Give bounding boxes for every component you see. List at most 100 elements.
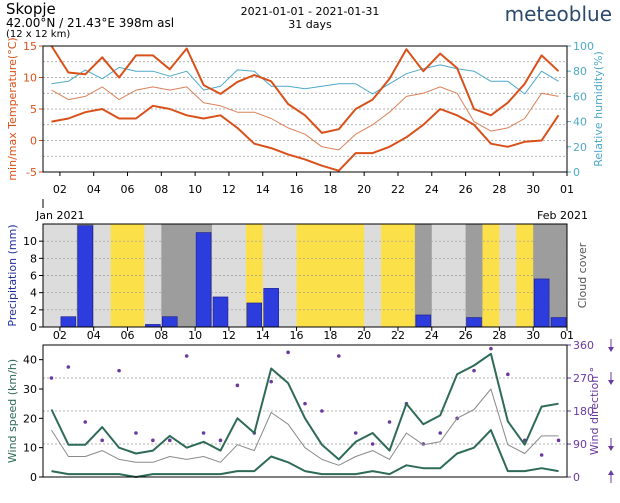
wind-direction-point <box>303 401 307 406</box>
wind-direction-point <box>201 431 206 435</box>
precip-xtick-label: 18 <box>323 329 337 342</box>
wind-direction-point <box>556 438 561 443</box>
temp-xtick-label: 10 <box>188 183 202 196</box>
wind-direction-point <box>100 438 104 443</box>
precip-xtick-label: 14 <box>256 329 270 342</box>
humidity-ytick-label: 0 <box>573 166 580 179</box>
cloud-cover-cell <box>381 224 399 327</box>
wind-direction-point <box>235 383 240 388</box>
temp-xtick-label: 24 <box>425 183 439 196</box>
wind-plot-frame <box>42 344 568 478</box>
wind-direction-point <box>286 350 290 355</box>
humidity-ytick-label: 40 <box>573 116 587 129</box>
precip-xtick-label: 30 <box>526 329 540 342</box>
precip-bar <box>263 288 279 328</box>
wind-direction-point <box>167 438 172 443</box>
location-name: Skopje <box>6 0 56 18</box>
cloud-cover-cell <box>296 224 314 327</box>
wind-direction-arrow-north-head <box>608 470 614 475</box>
wind-direction-point <box>134 431 138 435</box>
humidity-ytick-label: 100 <box>573 40 594 53</box>
precip-xtick-label: 22 <box>391 329 405 342</box>
wind-speed-ytick-label: 30 <box>23 383 37 396</box>
precip-xtick-label: 28 <box>492 329 506 342</box>
date-range: 2021-01-01 - 2021-01-31 <box>240 5 380 18</box>
precip-bar <box>550 317 567 328</box>
cloud-cover-cell <box>161 224 179 327</box>
precip-bar <box>466 317 482 328</box>
wind-direction-point <box>151 438 155 443</box>
wind-direction-arrow-east-head <box>608 446 614 451</box>
temp-xtick-label: 30 <box>526 183 540 196</box>
temp-xtick-label: 12 <box>222 183 236 196</box>
wind-direction-point <box>539 453 544 457</box>
wind-direction-point <box>184 354 189 358</box>
precip-bar <box>162 316 178 328</box>
wind-direction-point <box>117 368 121 373</box>
precip-xtick-label: 20 <box>357 329 371 342</box>
precip-bar <box>60 316 77 328</box>
precip-y-axis-title: Precipitation (mm) <box>6 224 19 326</box>
temp-xtick-label: 04 <box>87 183 101 196</box>
wind-direction-y-axis-title: Wind direction ° <box>588 367 601 455</box>
grid-resolution: (12 x 12 km) <box>6 29 71 40</box>
precip-ytick-label: 0 <box>30 321 37 334</box>
precip-bar <box>77 225 94 328</box>
humidity-ytick-label: 80 <box>573 65 587 78</box>
precip-ytick-label: 4 <box>30 287 37 300</box>
temp-xtick-label: 26 <box>459 183 473 196</box>
wind-speed-y-axis-title: Wind speed (km/h) <box>6 359 19 463</box>
precip-xtick-label: 06 <box>121 329 135 342</box>
humidity-ytick-label: 60 <box>573 90 587 103</box>
temp-xtick-label: 18 <box>323 183 337 196</box>
precip-ytick-label: 8 <box>30 252 37 265</box>
precip-ytick-label: 6 <box>30 270 37 283</box>
wind-direction-point <box>218 438 223 443</box>
humidity-y-axis-title: Relative humidity(%) <box>592 51 605 166</box>
temp-ytick-label: 15 <box>23 40 37 53</box>
temp-ytick-label: -5 <box>26 166 37 179</box>
wind-direction-point <box>387 420 392 424</box>
precip-xtick-label: 10 <box>188 329 202 342</box>
wind-direction-ytick-label: 270 <box>573 372 594 385</box>
precip-xtick-label: 02 <box>53 329 67 342</box>
wind-direction-ytick-label: 360 <box>573 339 594 352</box>
wind-direction-ytick-label: 180 <box>573 405 594 418</box>
cloud-cover-cell <box>448 224 466 327</box>
temp-xtick-label: 14 <box>256 183 270 196</box>
brand-logo[interactable]: meteoblue <box>504 2 612 26</box>
precip-ytick-label: 10 <box>23 235 37 248</box>
precip-xtick-label: 12 <box>222 329 236 342</box>
month-end-label: Feb 2021 <box>537 209 588 222</box>
precip-bar <box>246 302 263 328</box>
cloud-cover-cell <box>93 224 111 327</box>
temp-xtick-label: 16 <box>290 183 304 196</box>
precip-bar <box>415 314 432 328</box>
wind-direction-arrow-south-head <box>608 347 614 352</box>
cloud-cover-cell <box>550 224 568 327</box>
temp-xtick-label: 02 <box>53 183 67 196</box>
temp-plot-frame <box>42 45 568 173</box>
wind-mean-series-line <box>51 388 559 466</box>
wind-direction-point <box>337 354 341 358</box>
temp-xtick-label: 28 <box>492 183 506 196</box>
wind-direction-point <box>506 372 510 377</box>
precip-xtick-label: 04 <box>87 329 101 342</box>
temp-max-series-line <box>50 45 560 134</box>
wind-direction-point <box>320 409 324 413</box>
wind-direction-point <box>353 431 358 435</box>
temp-ytick-label: 0 <box>30 135 37 148</box>
wind-direction-ytick-label: 0 <box>573 471 580 484</box>
temp-ytick-label: 5 <box>30 103 37 116</box>
month-start-label: Jan 2021 <box>35 209 84 222</box>
precip-bar <box>195 232 212 328</box>
wind-speed-ytick-label: 20 <box>23 412 37 425</box>
wind-direction-arrow-west-head <box>608 380 614 385</box>
cloud-cover-cell <box>144 224 162 327</box>
wind-direction-point <box>66 365 71 369</box>
wind-direction-ytick-label: 90 <box>573 438 587 451</box>
wind-direction-point <box>489 346 493 351</box>
temp-xtick-label: 01 <box>560 183 574 196</box>
humidity-series-line <box>51 64 559 95</box>
